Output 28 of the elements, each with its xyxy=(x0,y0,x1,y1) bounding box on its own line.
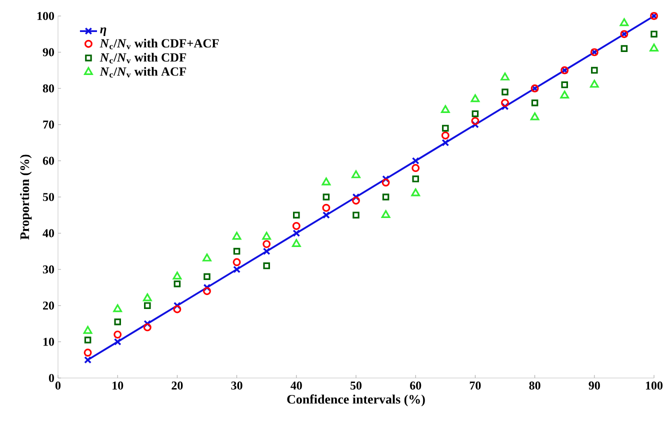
legend-label: η xyxy=(100,27,106,36)
x-tick-label: 80 xyxy=(529,382,540,390)
y-axis-title: Proportion (%) xyxy=(20,154,32,240)
x-tick-label: 50 xyxy=(350,382,362,390)
y-tick-label: 100 xyxy=(38,12,54,20)
legend-label: N$_{c}$/N$_{v}$ with CDF+ACF xyxy=(100,38,219,50)
y-tick-label: 40 xyxy=(42,229,54,238)
x-tick-label: 40 xyxy=(290,382,302,390)
x-axis-title: Confidence intervals (%) xyxy=(287,394,425,406)
x-tick-label: 70 xyxy=(470,382,481,390)
x-tick-label: 30 xyxy=(231,382,242,390)
y-tick-label: 80 xyxy=(42,84,54,92)
y-tick-label: 20 xyxy=(43,302,54,310)
x-tick-label: 90 xyxy=(588,382,600,390)
y-tick-label: 0 xyxy=(48,374,54,382)
x-tick-label: 60 xyxy=(410,382,422,390)
y-tick-label: 30 xyxy=(42,265,54,274)
y-tick-label: 60 xyxy=(42,156,54,165)
y-tick-label: 70 xyxy=(43,120,54,129)
x-tick-label: 20 xyxy=(172,382,183,390)
legend-label: N$_{c}$/N$_{v}$ with ACF xyxy=(100,67,186,78)
y-tick-label: 50 xyxy=(43,192,54,202)
x-tick-label: 0 xyxy=(55,382,61,390)
y-tick-label: 10 xyxy=(43,338,54,346)
y-tick-label: 90 xyxy=(42,48,54,56)
x-tick-label: 100 xyxy=(646,382,663,390)
x-tick-label: 10 xyxy=(112,382,124,390)
legend-label: N$_{c}$/N$_{v}$ with CDF xyxy=(100,52,186,64)
